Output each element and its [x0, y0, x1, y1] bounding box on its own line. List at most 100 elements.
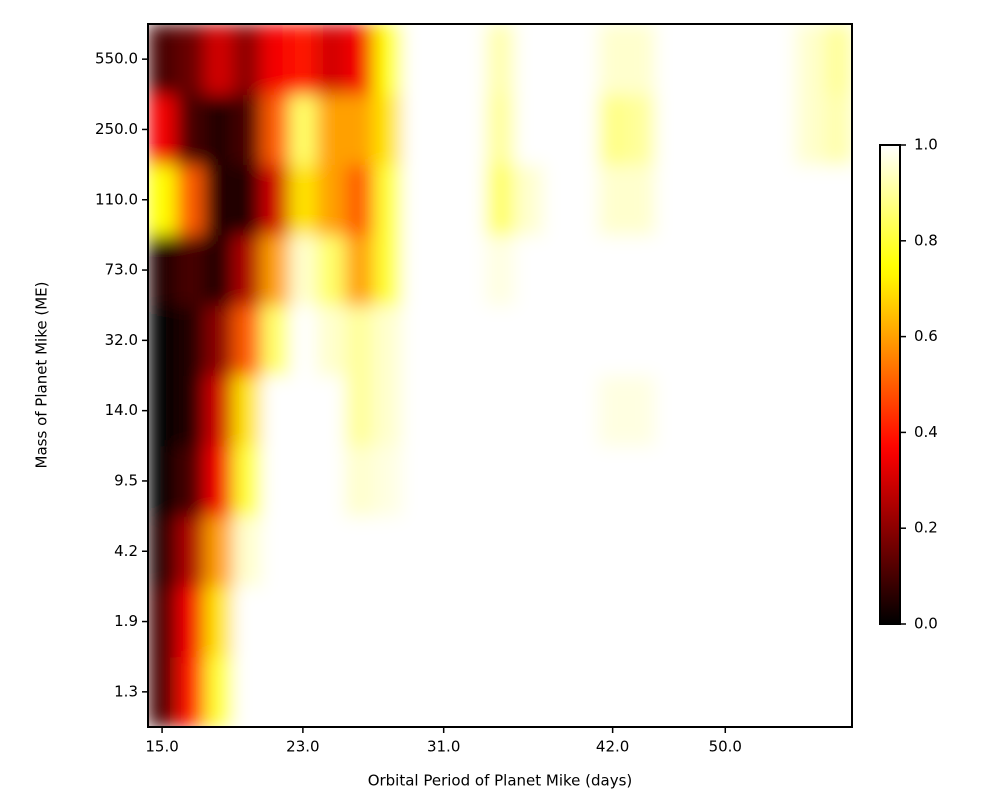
heatmap-cell [204, 445, 233, 517]
heatmap-cell [316, 24, 346, 95]
heatmap-cell [654, 656, 684, 727]
heatmap-cell [570, 305, 600, 376]
heatmap-cell [485, 375, 515, 447]
heatmap-cell [401, 234, 431, 306]
heatmap-cell [176, 656, 205, 727]
heatmap-cell [204, 656, 233, 727]
heatmap-cell [148, 445, 177, 517]
heatmap-cell [148, 375, 177, 447]
heatmap-cell [795, 24, 825, 95]
x-tick-label: 50.0 [709, 738, 742, 756]
heatmap-cell [654, 24, 684, 95]
heatmap-cell [429, 24, 459, 95]
heatmap-cell [316, 516, 346, 587]
heatmap-cell [711, 94, 740, 166]
colorbar-tick-label: 0.0 [914, 615, 938, 633]
heatmap-cell [429, 516, 459, 587]
heatmap-cell [570, 586, 600, 658]
heatmap-cell [823, 586, 852, 658]
heatmap-cell [542, 375, 571, 447]
heatmap-cell [148, 164, 177, 236]
heatmap-cell [570, 94, 600, 166]
heatmap-cell [345, 656, 374, 727]
heatmap-cell [711, 305, 740, 376]
heatmap-cell [542, 445, 571, 517]
heatmap-cell [288, 375, 318, 447]
heatmap-cell [711, 24, 740, 95]
heatmap-cell [683, 24, 712, 95]
heatmap-cell [345, 586, 374, 658]
heatmap-cell [683, 375, 712, 447]
heatmap-cell [570, 24, 600, 95]
y-tick-label: 73.0 [105, 261, 138, 279]
heatmap-cell [288, 445, 318, 517]
heatmap-cell [570, 234, 600, 306]
heatmap-cell [485, 656, 515, 727]
heatmap-cell [654, 586, 684, 658]
heatmap-cell [232, 516, 262, 587]
x-tick-label: 31.0 [427, 738, 460, 756]
heatmap-cell [570, 516, 600, 587]
heatmap-cell [485, 24, 515, 95]
heatmap-cell [767, 305, 797, 376]
heatmap-cell [204, 516, 233, 587]
heatmap-cell [654, 516, 684, 587]
heatmap-cell [345, 94, 374, 166]
heatmap-cell [316, 94, 346, 166]
heatmap-cell [711, 586, 740, 658]
heatmap-cell [795, 445, 825, 517]
heatmap-cell [429, 656, 459, 727]
heatmap-cell [316, 305, 346, 376]
heatmap-cell [401, 656, 431, 727]
heatmap-cell [176, 234, 205, 306]
heatmap-cell [316, 586, 346, 658]
heatmap-cell [176, 94, 205, 166]
heatmap-cell [176, 516, 205, 587]
heatmap-cell [739, 24, 769, 95]
y-tick-label: 1.3 [114, 682, 138, 700]
heatmap-cell [429, 234, 459, 306]
heatmap-cell [654, 445, 684, 517]
heatmap-cell [823, 94, 852, 166]
heatmap-cell [823, 305, 852, 376]
heatmap-cell [232, 375, 262, 447]
heatmap-cell [683, 586, 712, 658]
y-axis-label: Mass of Planet Mike (ME) [33, 282, 51, 469]
heatmap-cell [739, 375, 769, 447]
plot-area [148, 24, 852, 727]
heatmap-cell [457, 94, 487, 166]
heatmap-cell [485, 445, 515, 517]
heatmap-cell [514, 656, 543, 727]
heatmap-cell [232, 305, 262, 376]
heatmap-cell [345, 305, 374, 376]
heatmap-cell [260, 234, 290, 306]
heatmap-cell [683, 656, 712, 727]
heatmap-cell [823, 234, 852, 306]
heatmap-cell [176, 375, 205, 447]
heatmap-cell [148, 234, 177, 306]
heatmap-cell [429, 305, 459, 376]
plot-frame [147, 23, 853, 728]
heatmap-cell [795, 234, 825, 306]
heatmap-cell [626, 375, 656, 447]
heatmap-cell [514, 234, 543, 306]
heatmap-cell [260, 375, 290, 447]
heatmap-cell [739, 164, 769, 236]
heatmap-cell [232, 586, 262, 658]
colorbar-tick-label: 0.4 [914, 423, 938, 441]
heatmap-cell [823, 375, 852, 447]
heatmap-cell [626, 656, 656, 727]
heatmap-cell [711, 516, 740, 587]
colorbar [880, 145, 900, 624]
heatmap-cell [457, 305, 487, 376]
heatmap-cell [373, 234, 402, 306]
heatmap-cell [598, 24, 628, 95]
heatmap-cell [823, 445, 852, 517]
y-tick-label: 9.5 [114, 471, 138, 489]
heatmap-cell [176, 445, 205, 517]
heatmap-cell [232, 234, 262, 306]
heatmap-cell [767, 516, 797, 587]
heatmap-cell [260, 94, 290, 166]
heatmap-cell [542, 24, 571, 95]
y-tick-label: 1.9 [114, 612, 138, 630]
